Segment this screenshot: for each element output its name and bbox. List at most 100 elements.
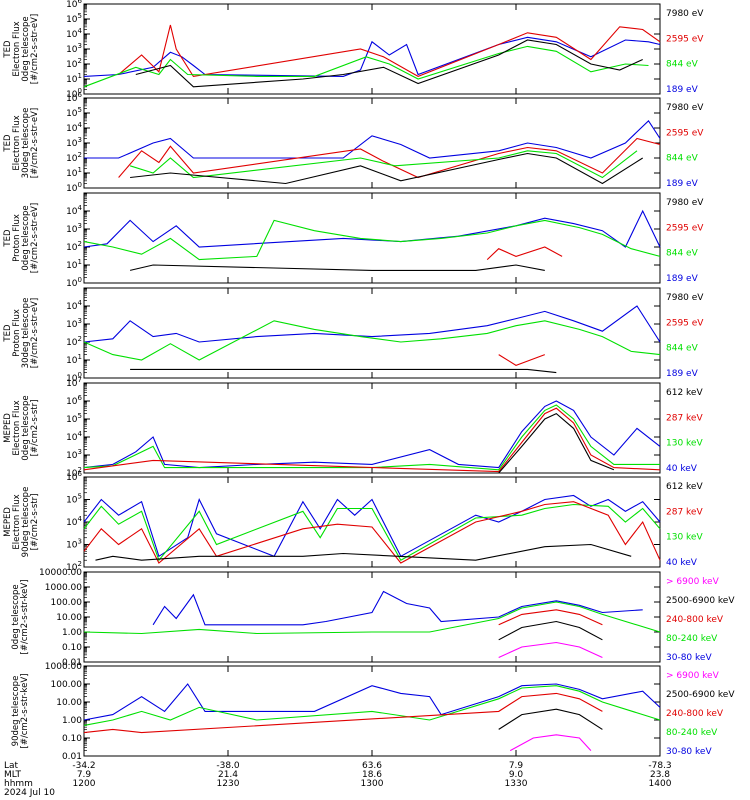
x-tick-label-hhmm: 1200 xyxy=(73,779,96,789)
x-row-label: 2024 Jul 10 xyxy=(4,788,55,798)
legend-entry: 189 eV xyxy=(666,369,699,379)
series-line-green xyxy=(83,685,661,726)
y-tick-label: 100 xyxy=(66,371,82,384)
series-line-black xyxy=(498,708,603,730)
y-tick-label: 104 xyxy=(66,204,82,217)
y-axis-label-line: [#/cm2-s-str-eV] xyxy=(30,108,40,178)
legend-entry: 844 eV xyxy=(666,249,699,259)
panel-4: 100 101 102 103 104 TED Proton Flux 30deg teles… xyxy=(3,287,704,384)
y-tick-label: 1.00 xyxy=(62,716,82,726)
panel-7: 0.01 0.10 1.00 10.00 100.00 1000.00 10000.00 0d… xyxy=(11,568,735,668)
legend-entry: 7980 eV xyxy=(666,9,704,19)
y-tick-label: 0.10 xyxy=(62,643,82,653)
series-line-black xyxy=(498,620,603,641)
legend-entry: 30-80 keV xyxy=(666,747,712,757)
y-axis-label-line: TED xyxy=(3,40,13,59)
legend-entry: 240-800 keV xyxy=(666,709,724,719)
y-tick-label: 10000.00 xyxy=(39,568,82,578)
series-line-green xyxy=(83,503,661,562)
series-line-green xyxy=(83,601,661,635)
legend-entry: 189 eV xyxy=(666,274,699,284)
x-tick-label-hhmm: 1230 xyxy=(217,779,240,789)
x-tick-label-lat: 63.6 xyxy=(362,761,382,771)
series-line-black xyxy=(130,152,643,185)
y-tick-label: 101 xyxy=(66,258,82,271)
x-tick-label-mlt: 9.0 xyxy=(509,770,524,780)
y-tick-label: 104 xyxy=(66,430,82,443)
y-tick-label: 105 xyxy=(66,12,82,25)
y-axis-label-line: 0deg telescope xyxy=(21,395,31,460)
y-tick-label: 102 xyxy=(66,466,82,479)
series-line-red xyxy=(486,246,563,260)
legend-entry: 30-80 keV xyxy=(666,653,712,663)
x-tick-label-lat: -38.0 xyxy=(216,761,240,771)
series-line-green xyxy=(83,320,661,361)
x-tick-label-mlt: 7.9 xyxy=(77,770,92,780)
legend-entry: 7980 eV xyxy=(666,103,704,113)
x-row-label: MLT xyxy=(4,770,22,780)
y-axis-label-line: TED xyxy=(3,324,13,343)
series-line-blue xyxy=(152,590,643,626)
y-tick-label: 100.00 xyxy=(51,680,83,690)
y-axis-label-line: MEPED xyxy=(3,413,13,443)
series-line-black xyxy=(95,543,632,561)
legend-entry: 189 eV xyxy=(666,179,699,189)
y-tick-label: 105 xyxy=(66,412,82,425)
y-tick-label: 100 xyxy=(66,181,82,194)
x-tick-label-lat: -34.2 xyxy=(72,761,95,771)
y-tick-label: 101 xyxy=(66,166,82,179)
y-tick-label: 10.00 xyxy=(56,698,82,708)
series-line-red xyxy=(118,24,661,78)
y-axis-label-line: [#/cm2-s-str-keV] xyxy=(20,580,30,655)
panel-frame xyxy=(83,97,661,189)
x-tick-label-hhmm: 1400 xyxy=(649,779,672,789)
y-axis-label-line: Electron Flux xyxy=(12,21,22,76)
series-line-blue xyxy=(83,305,661,343)
panel-5: 102 103 104 105 106 107 MEPED Electron Flux 0deg… xyxy=(3,376,703,479)
series-line-red xyxy=(498,609,603,626)
series-line-black xyxy=(129,264,545,271)
y-axis-label-line: 0deg telescope xyxy=(21,205,31,270)
legend-entry: > 6900 keV xyxy=(666,577,720,587)
y-axis-label-line: 30deg telescope xyxy=(21,298,31,369)
y-tick-label: 105 xyxy=(66,493,82,506)
y-tick-label: 101 xyxy=(66,353,82,366)
y-axis-label-line: [#/cm2-s-str] xyxy=(30,400,40,457)
legend-entry: 130 keV xyxy=(666,439,703,449)
y-tick-label: 103 xyxy=(66,538,82,551)
series-line-green xyxy=(129,150,638,179)
y-tick-label: 106 xyxy=(66,91,82,104)
y-axis-label-line: Proton Flux xyxy=(12,309,22,357)
series-line-red xyxy=(118,137,661,179)
y-axis-label-line: [#/cm2-s-str-eV] xyxy=(30,14,40,84)
y-axis-label-line: MEPED xyxy=(3,507,13,537)
y-tick-label: 103 xyxy=(66,317,82,330)
legend-entry: 2595 eV xyxy=(666,318,704,328)
y-tick-label: 103 xyxy=(66,448,82,461)
legend-entry: 40 keV xyxy=(666,558,698,568)
series-line-blue xyxy=(83,494,661,558)
y-axis-label-line: [#/cm2-s-str] xyxy=(30,494,40,551)
legend-entry: 7980 eV xyxy=(666,198,704,208)
legend-entry: 612 keV xyxy=(666,388,703,398)
y-axis-label-line: Electron Flux xyxy=(12,115,22,170)
series-line-red xyxy=(83,692,603,734)
series-line-green xyxy=(83,45,649,88)
y-tick-label: 104 xyxy=(66,515,82,528)
x-tick-label-hhmm: 1300 xyxy=(361,779,384,789)
series-line-green xyxy=(83,219,661,261)
legend-entry: 287 keV xyxy=(666,413,703,423)
panel-6: 102 103 104 105 106 MEPED Electron Flux 90deg t… xyxy=(3,470,703,573)
legend-entry: 80-240 keV xyxy=(666,634,718,644)
y-tick-label: 102 xyxy=(66,335,82,348)
y-axis-label-line: [#/cm2-s-str-keV] xyxy=(20,674,30,749)
y-tick-label: 100 xyxy=(66,276,82,289)
series-line-magenta xyxy=(498,641,603,659)
legend-entry: 130 keV xyxy=(666,533,703,543)
series-line-blue xyxy=(84,119,661,159)
y-tick-label: 104 xyxy=(66,27,82,40)
x-row-label: hhmm xyxy=(4,779,33,789)
legend-entry: 2595 eV xyxy=(666,128,704,138)
y-tick-label: 0.01 xyxy=(62,752,82,762)
y-axis-label-line: 90deg telescope xyxy=(21,487,31,558)
